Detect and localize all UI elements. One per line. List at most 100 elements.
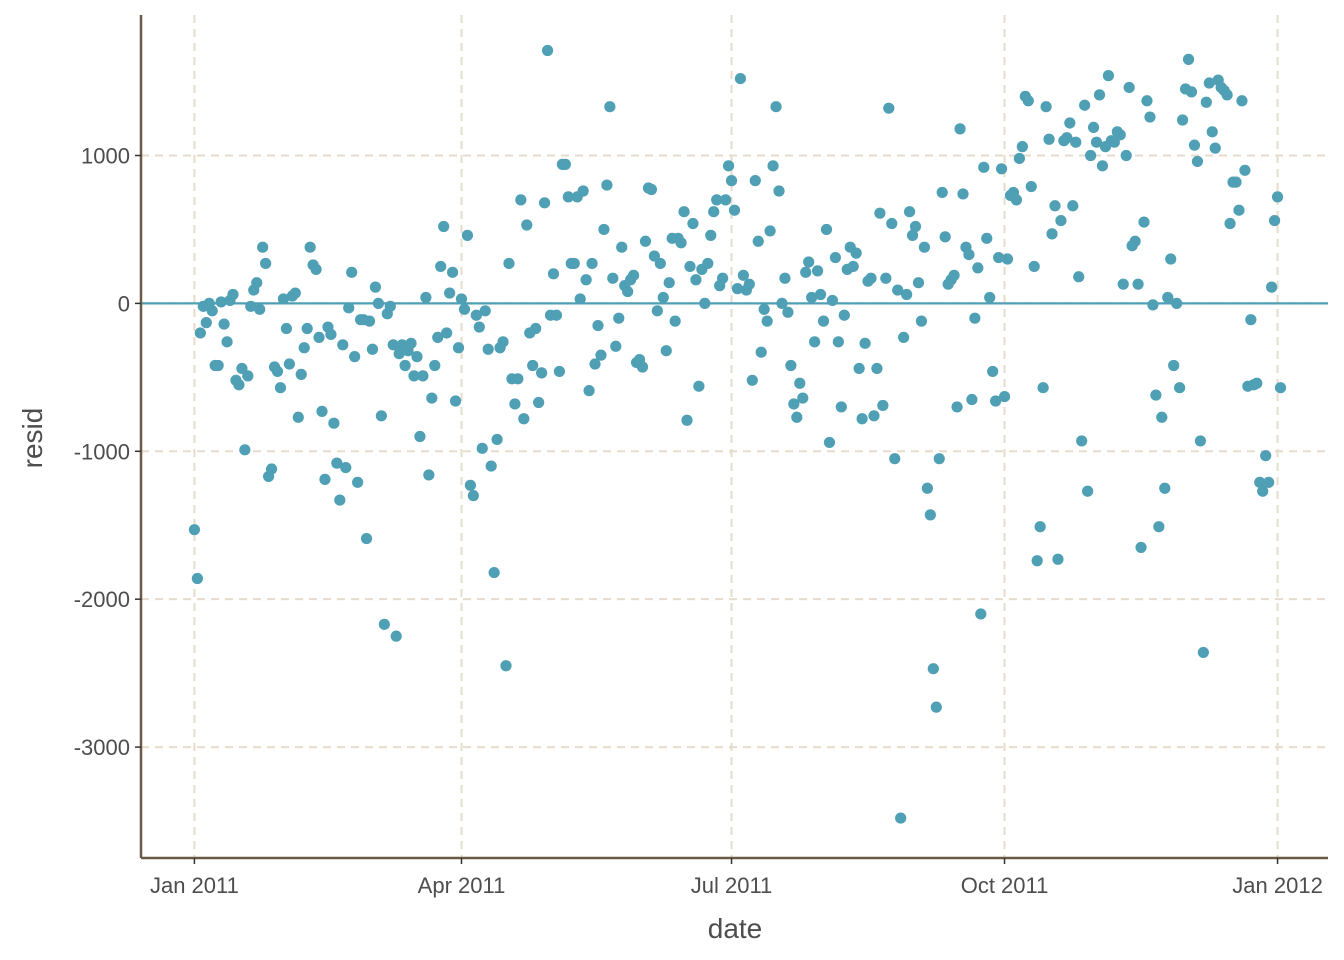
data-point xyxy=(361,533,372,544)
data-point xyxy=(851,248,862,259)
data-point xyxy=(928,663,939,674)
y-tick-label: -1000 xyxy=(74,439,130,464)
data-point xyxy=(468,490,479,501)
data-point xyxy=(1230,177,1241,188)
data-point xyxy=(503,258,514,269)
data-point xyxy=(575,293,586,304)
data-point xyxy=(931,702,942,713)
data-point xyxy=(293,412,304,423)
data-point xyxy=(1082,486,1093,497)
data-point xyxy=(1002,253,1013,264)
data-point xyxy=(1177,114,1188,125)
data-point xyxy=(1130,236,1141,247)
data-point xyxy=(978,162,989,173)
data-point xyxy=(343,302,354,313)
data-point xyxy=(628,270,639,281)
data-point xyxy=(1046,228,1057,239)
data-point xyxy=(423,469,434,480)
data-point xyxy=(601,179,612,190)
data-point xyxy=(830,252,841,263)
data-point xyxy=(886,218,897,229)
data-point xyxy=(391,631,402,642)
data-point xyxy=(1064,117,1075,128)
y-axis-ticks: 1000 0 -1000 -2000 -3000 xyxy=(74,144,141,761)
data-point xyxy=(948,270,959,281)
data-point xyxy=(221,336,232,347)
data-point xyxy=(548,268,559,279)
data-point xyxy=(578,185,589,196)
data-point xyxy=(450,395,461,406)
data-point xyxy=(877,400,888,411)
data-point xyxy=(1124,82,1135,93)
data-point xyxy=(762,316,773,327)
data-point xyxy=(1260,450,1271,461)
data-point xyxy=(1275,382,1286,393)
data-point xyxy=(1239,165,1250,176)
data-point xyxy=(883,103,894,114)
data-point xyxy=(554,366,565,377)
data-point xyxy=(904,206,915,217)
data-point xyxy=(266,463,277,474)
data-point xyxy=(1159,483,1170,494)
data-point xyxy=(957,188,968,199)
data-point xyxy=(497,336,508,347)
data-point xyxy=(874,208,885,219)
data-point xyxy=(299,342,310,353)
data-point xyxy=(583,385,594,396)
data-point xyxy=(951,401,962,412)
x-axis-title: date xyxy=(708,913,763,944)
data-point xyxy=(346,267,357,278)
data-point xyxy=(1073,271,1084,282)
data-point xyxy=(1224,218,1235,229)
y-tick-label: -2000 xyxy=(74,587,130,612)
data-point xyxy=(242,370,253,381)
data-point xyxy=(1189,140,1200,151)
data-point xyxy=(489,567,500,578)
x-axis-ticks: Jan 2011 Apr 2011 Jul 2011 Oct 2011 Jan 2012 xyxy=(150,858,1323,898)
data-point xyxy=(1043,134,1054,145)
data-point xyxy=(1174,382,1185,393)
data-point xyxy=(483,344,494,355)
data-point xyxy=(257,242,268,253)
data-point xyxy=(898,332,909,343)
grid-lines xyxy=(141,15,1328,858)
data-point xyxy=(373,298,384,309)
data-point xyxy=(536,367,547,378)
data-point xyxy=(717,273,728,284)
data-point xyxy=(296,369,307,380)
data-point xyxy=(996,163,1007,174)
data-point xyxy=(984,292,995,303)
data-point xyxy=(782,307,793,318)
data-point xyxy=(1026,181,1037,192)
data-point xyxy=(1222,89,1233,100)
data-point xyxy=(794,378,805,389)
data-point xyxy=(1035,521,1046,532)
data-point xyxy=(670,316,681,327)
data-point xyxy=(827,295,838,306)
data-point xyxy=(1032,555,1043,566)
data-point xyxy=(284,358,295,369)
data-point xyxy=(1269,215,1280,226)
data-point xyxy=(462,230,473,241)
data-point xyxy=(753,236,764,247)
data-point xyxy=(349,351,360,362)
data-point xyxy=(1186,86,1197,97)
data-point xyxy=(658,292,669,303)
data-point xyxy=(1115,129,1126,140)
data-point xyxy=(1023,95,1034,106)
data-point xyxy=(821,224,832,235)
data-point xyxy=(1233,205,1244,216)
data-point xyxy=(379,619,390,630)
data-point xyxy=(352,477,363,488)
data-point xyxy=(678,206,689,217)
data-point xyxy=(405,338,416,349)
data-point xyxy=(539,197,550,208)
data-point xyxy=(367,344,378,355)
data-point xyxy=(925,509,936,520)
data-point xyxy=(438,221,449,232)
data-point xyxy=(708,206,719,217)
data-point xyxy=(664,277,675,288)
data-point xyxy=(684,261,695,272)
data-point xyxy=(756,347,767,358)
